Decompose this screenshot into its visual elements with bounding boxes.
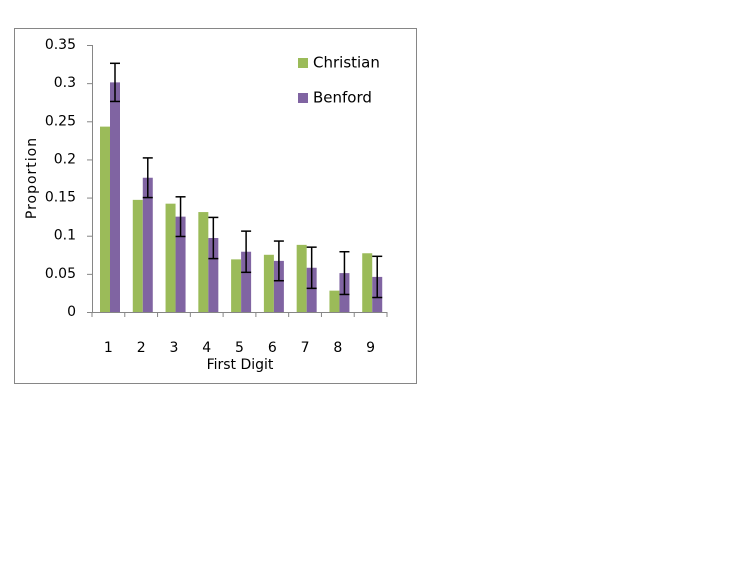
error-bar — [372, 255, 383, 299]
bar — [100, 126, 110, 312]
legend-label: Christian — [313, 54, 380, 72]
error-bar — [339, 250, 350, 296]
bar — [175, 216, 186, 312]
bar — [142, 177, 153, 312]
y-tick-label: 0.2 — [54, 151, 76, 167]
bar — [273, 260, 284, 312]
y-tick-label: 0.25 — [45, 113, 76, 129]
error-bar — [142, 157, 153, 199]
bar — [231, 259, 242, 312]
y-axis-title: Proportion — [24, 137, 40, 219]
chart-frame — [14, 28, 417, 384]
x-tick-label: 5 — [235, 340, 244, 356]
bar — [306, 267, 317, 312]
error-bar — [208, 216, 219, 260]
x-axis-title: First Digit — [207, 357, 274, 373]
y-tick-label: 0.35 — [45, 37, 76, 53]
x-tick-label: 4 — [202, 340, 211, 356]
bar — [132, 199, 143, 312]
error-bar — [175, 196, 186, 238]
x-tick-label: 2 — [137, 340, 146, 356]
bar — [263, 254, 274, 312]
x-tick-label: 1 — [104, 340, 113, 356]
legend-label: Benford — [313, 89, 372, 107]
bar — [241, 251, 252, 312]
legend-swatch — [298, 58, 308, 68]
bar — [110, 82, 120, 312]
error-bar — [306, 246, 317, 290]
bar — [329, 290, 340, 312]
error-bar — [273, 240, 284, 282]
x-tick-label: 6 — [268, 340, 277, 356]
error-bar — [241, 230, 252, 274]
y-tick-label: 0 — [67, 304, 76, 320]
x-tick-label: 8 — [333, 340, 342, 356]
y-tick-label: 0.3 — [54, 75, 76, 91]
bar — [208, 238, 219, 312]
legend-swatch — [298, 93, 308, 103]
x-tick-label: 3 — [169, 340, 178, 356]
bar — [296, 244, 307, 312]
error-bar — [110, 62, 120, 103]
x-tick-label: 7 — [301, 340, 310, 356]
y-tick-label: 0.1 — [54, 228, 76, 244]
y-tick-label: 0.15 — [45, 190, 76, 206]
bar — [362, 253, 373, 312]
y-tick-label: 0.05 — [45, 266, 76, 282]
bar — [165, 203, 176, 312]
x-tick-label: 9 — [366, 340, 375, 356]
bar — [198, 212, 209, 312]
